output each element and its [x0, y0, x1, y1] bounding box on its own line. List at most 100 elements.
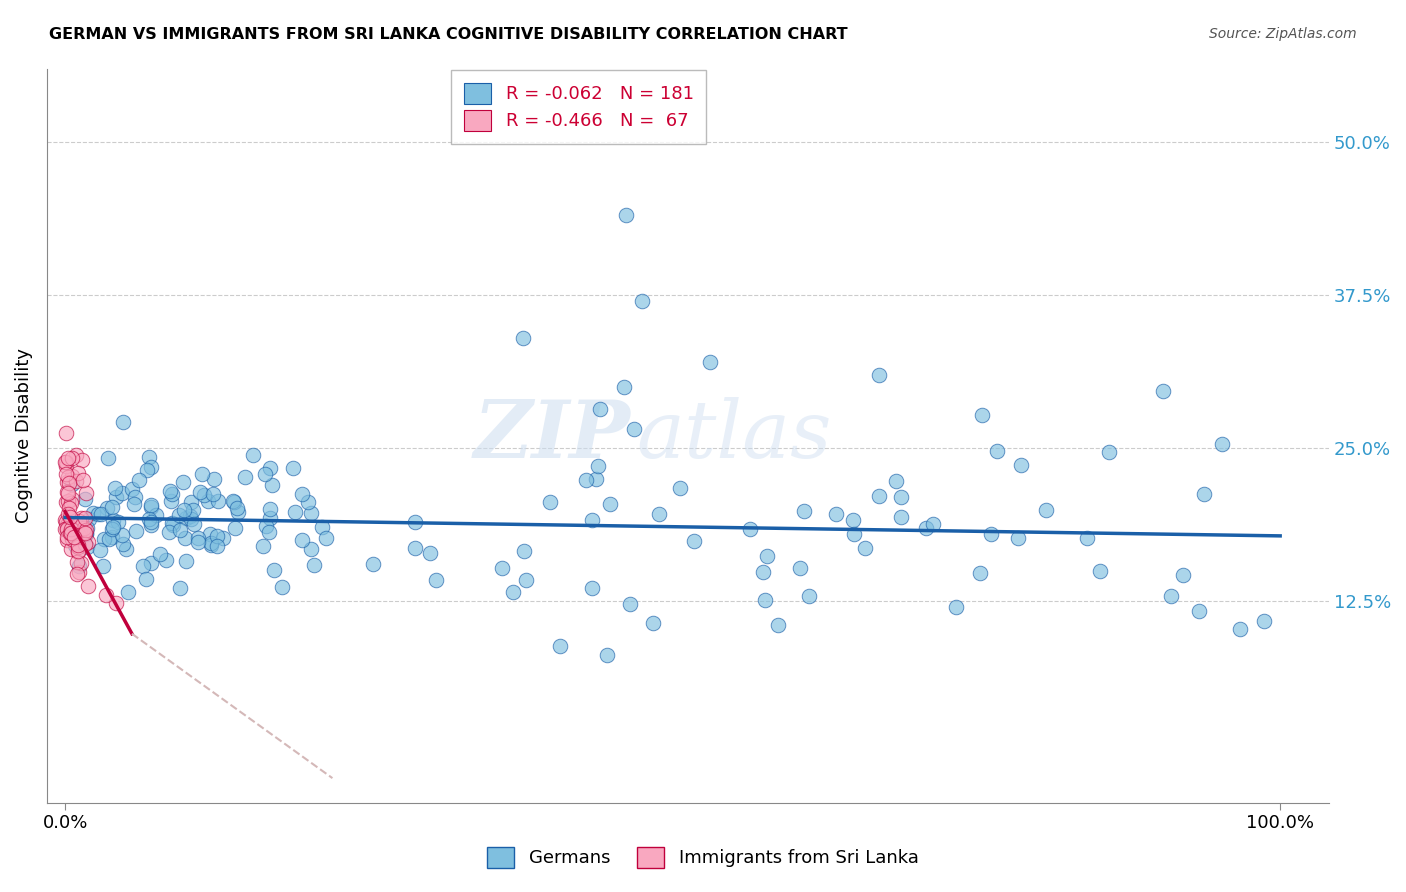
- Point: [66, 466, 89, 480]
- Point: [299, 507, 322, 521]
- Point: [138, 512, 160, 526]
- Point: [67, 559, 90, 574]
- Point: [55, 425, 77, 440]
- Point: [56, 523, 79, 537]
- Point: [404, 541, 426, 556]
- Point: [404, 515, 426, 529]
- Point: [160, 487, 183, 501]
- Point: [502, 584, 524, 599]
- Point: [73, 525, 96, 540]
- Point: [67, 544, 90, 558]
- Point: [515, 573, 537, 587]
- Point: [60, 521, 83, 535]
- Point: [1188, 604, 1211, 618]
- Point: [797, 589, 820, 603]
- Point: [766, 618, 789, 632]
- Point: [205, 529, 228, 543]
- Point: [945, 599, 967, 614]
- Point: [259, 502, 281, 516]
- Point: [647, 507, 669, 521]
- Point: [259, 511, 281, 525]
- Point: [669, 481, 692, 495]
- Point: [160, 493, 183, 508]
- Point: [187, 535, 209, 549]
- Point: [111, 527, 134, 541]
- Point: [169, 581, 191, 595]
- Point: [291, 533, 314, 547]
- Point: [890, 510, 912, 524]
- Point: [202, 472, 225, 486]
- Point: [59, 526, 82, 541]
- Point: [115, 542, 138, 557]
- Point: [145, 508, 167, 522]
- Point: [1253, 614, 1275, 628]
- Point: [107, 516, 129, 530]
- Point: [619, 597, 641, 611]
- Point: [1076, 531, 1098, 545]
- Legend: Germans, Immigrants from Sri Lanka: Germans, Immigrants from Sri Lanka: [477, 836, 929, 879]
- Point: [56, 522, 79, 536]
- Text: atlas: atlas: [637, 397, 832, 475]
- Point: [63, 538, 86, 552]
- Text: GERMAN VS IMMIGRANTS FROM SRI LANKA COGNITIVE DISABILITY CORRELATION CHART: GERMAN VS IMMIGRANTS FROM SRI LANKA COGN…: [49, 27, 848, 42]
- Point: [1194, 486, 1216, 500]
- Point: [101, 522, 124, 536]
- Point: [135, 463, 157, 477]
- Point: [284, 505, 307, 519]
- Point: [67, 545, 90, 559]
- Point: [174, 554, 197, 568]
- Point: [188, 485, 211, 500]
- Point: [613, 379, 636, 393]
- Point: [623, 422, 645, 436]
- Point: [205, 539, 228, 553]
- Point: [139, 515, 162, 529]
- Point: [419, 546, 441, 560]
- Point: [585, 473, 607, 487]
- Point: [980, 527, 1002, 541]
- Point: [101, 520, 124, 534]
- Point: [124, 524, 146, 539]
- Point: [101, 500, 124, 515]
- Point: [56, 521, 79, 535]
- Point: [104, 596, 127, 610]
- Point: [69, 556, 91, 570]
- Point: [224, 521, 246, 535]
- Point: [884, 475, 907, 489]
- Point: [986, 443, 1008, 458]
- Point: [122, 497, 145, 511]
- Point: [93, 532, 115, 546]
- Point: [121, 483, 143, 497]
- Point: [616, 208, 638, 222]
- Point: [149, 547, 172, 561]
- Point: [631, 293, 654, 308]
- Point: [66, 555, 89, 569]
- Point: [55, 467, 77, 481]
- Point: [60, 532, 83, 546]
- Point: [1211, 437, 1233, 451]
- Point: [56, 518, 79, 533]
- Point: [97, 450, 120, 465]
- Point: [75, 526, 97, 541]
- Point: [55, 530, 77, 544]
- Point: [56, 507, 79, 521]
- Point: [302, 558, 325, 573]
- Point: [575, 473, 598, 487]
- Point: [169, 523, 191, 537]
- Text: Source: ZipAtlas.com: Source: ZipAtlas.com: [1209, 27, 1357, 41]
- Point: [200, 538, 222, 552]
- Point: [75, 492, 97, 507]
- Point: [1090, 564, 1112, 578]
- Point: [183, 502, 205, 516]
- Point: [96, 500, 118, 515]
- Point: [173, 503, 195, 517]
- Point: [105, 491, 128, 505]
- Point: [201, 487, 224, 501]
- Point: [69, 510, 91, 524]
- Point: [67, 520, 90, 534]
- Point: [643, 615, 665, 630]
- Point: [75, 485, 97, 500]
- Point: [793, 503, 815, 517]
- Point: [56, 485, 79, 500]
- Point: [63, 530, 86, 544]
- Point: [66, 566, 89, 581]
